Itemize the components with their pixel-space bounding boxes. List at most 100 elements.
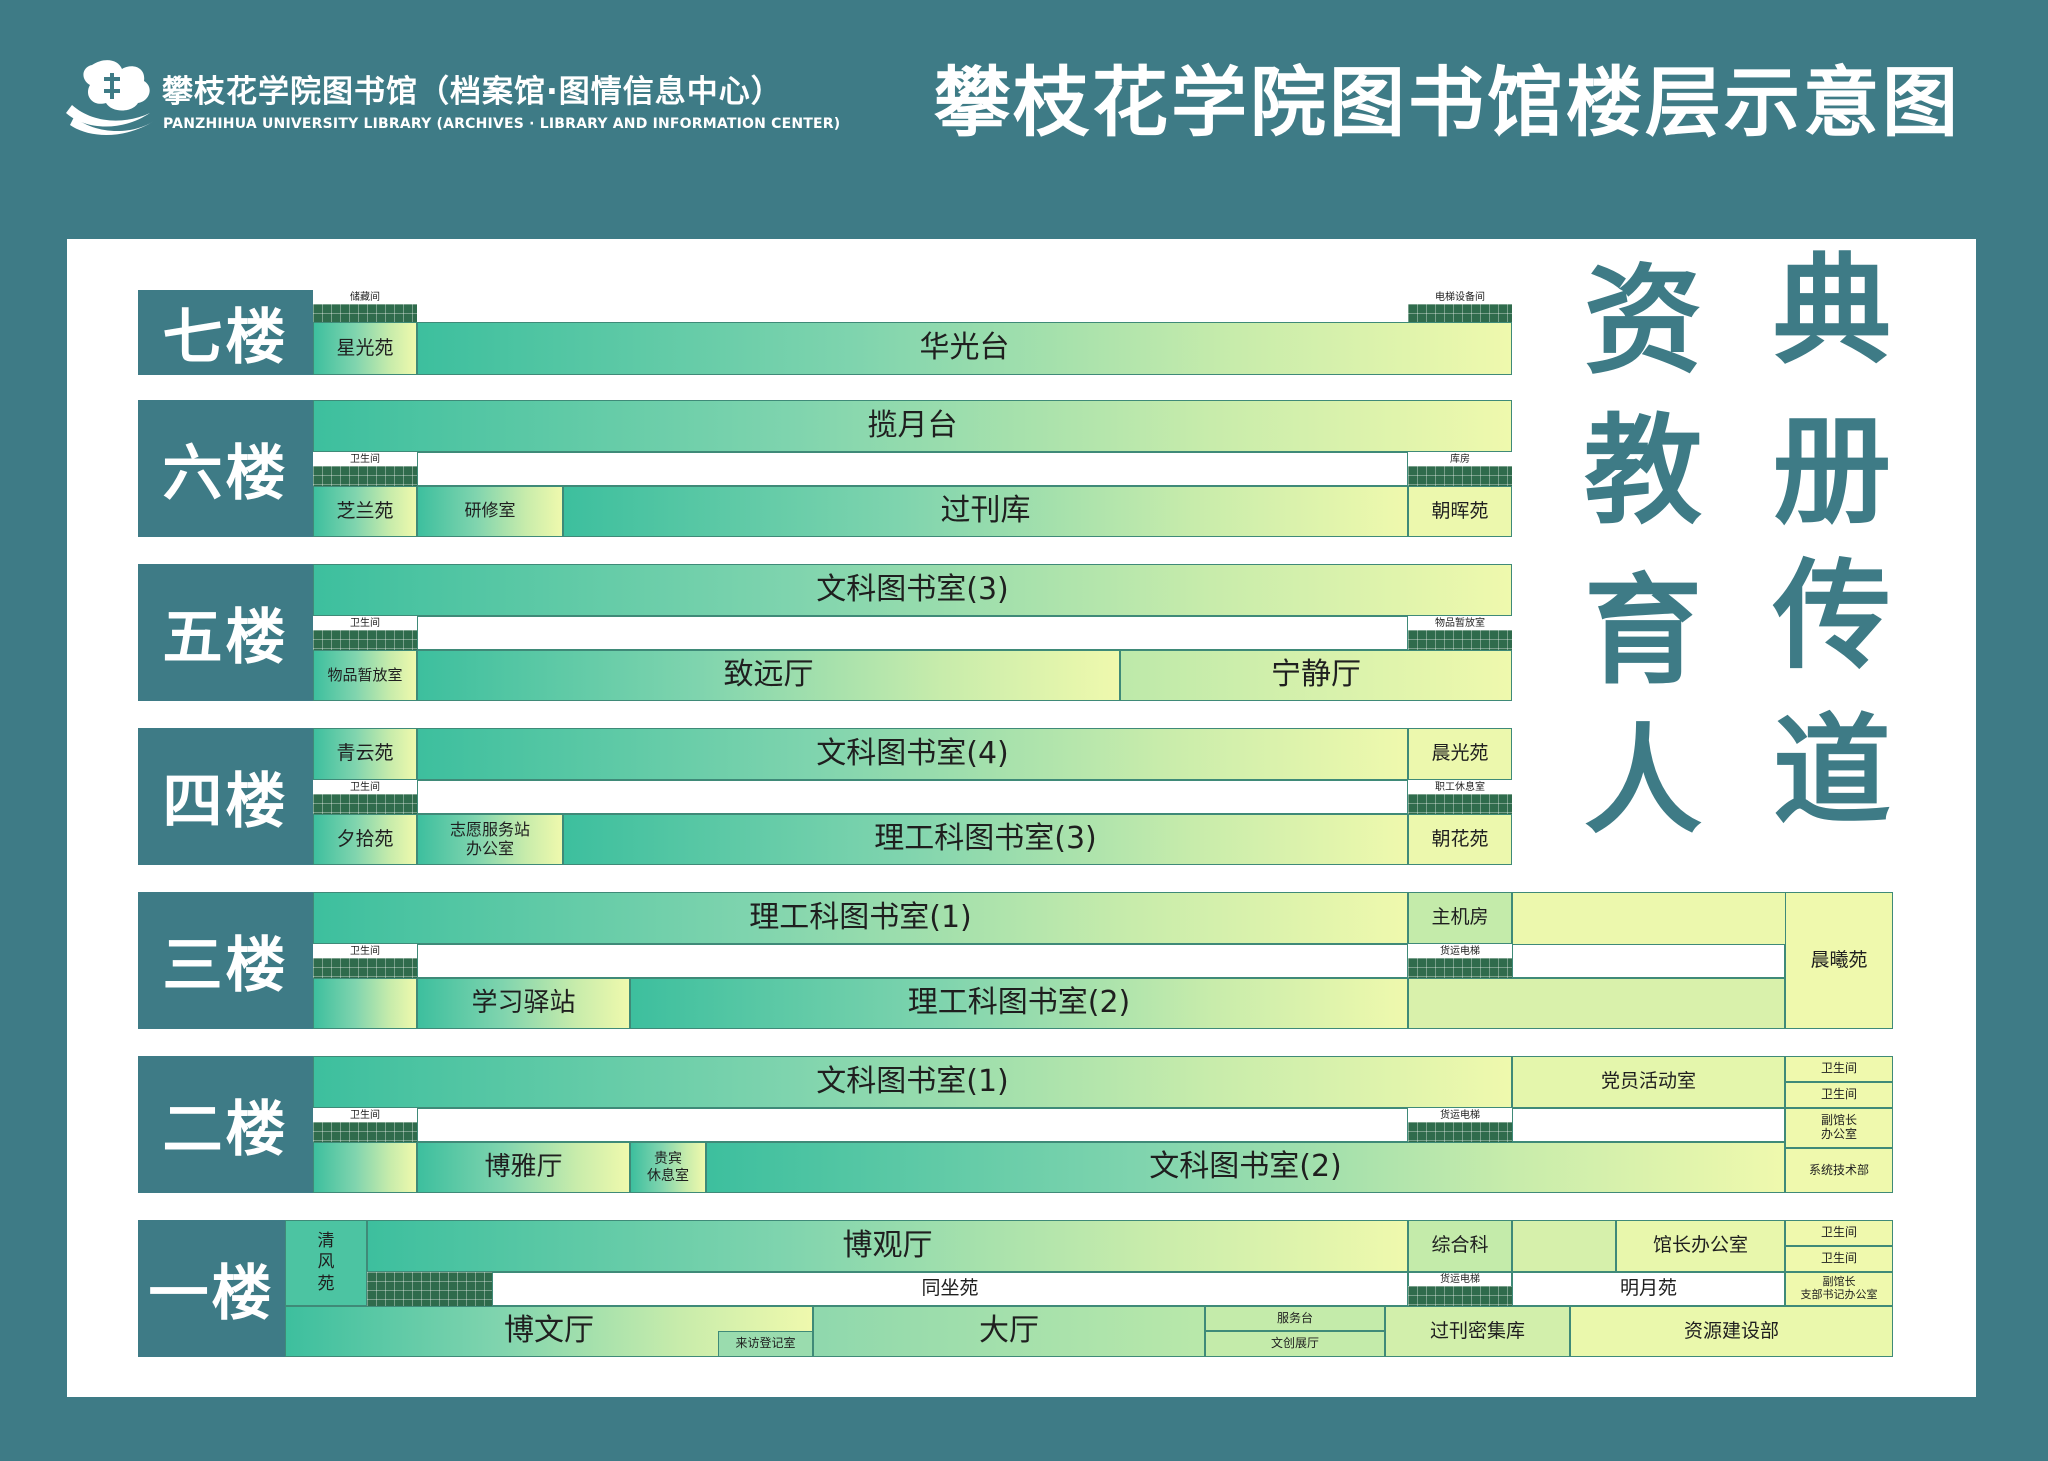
motto-char: 道 (1772, 701, 1891, 840)
corridor (417, 944, 1408, 978)
room-tech[interactable]: 系统技术部 (1785, 1148, 1893, 1193)
freight-elevator-block (1408, 1286, 1512, 1306)
corridor (417, 616, 1408, 650)
motto-char: 教 (1583, 401, 1702, 540)
room-xuexi[interactable]: 学习驿站 (417, 978, 630, 1029)
floor-label-3: 三楼 (138, 892, 313, 1029)
floor-label-7: 七楼 (138, 290, 313, 375)
corridor-east (1512, 1108, 1785, 1142)
room-vip[interactable]: 贵宾 休息室 (630, 1142, 706, 1193)
toilet-block (313, 1122, 417, 1142)
item-store-block (1408, 630, 1512, 650)
room-chenxi[interactable]: 晨曦苑 (1785, 892, 1893, 1029)
room-ligong-3[interactable]: 理工科图书室(3) (563, 814, 1408, 865)
room-zhiyuan[interactable]: 致远厅 (417, 650, 1120, 701)
elevator-equipment-block (1408, 304, 1512, 322)
item-store-caption: 物品暂放室 (1435, 618, 1485, 629)
corridor (417, 452, 1408, 486)
room-periodical[interactable]: 过刊密集库 (1385, 1306, 1570, 1357)
toilet-label: 卫生间 (350, 454, 380, 465)
floor-2-west (313, 1142, 417, 1193)
floor-label-1: 一楼 (138, 1220, 285, 1357)
motto-char: 传 (1772, 546, 1891, 685)
floor-label-6: 六楼 (138, 400, 313, 537)
room-general[interactable]: 综合科 (1408, 1220, 1512, 1272)
room-resource[interactable]: 资源建设部 (1570, 1306, 1893, 1357)
toilet-label: 卫生间 (350, 946, 380, 957)
toilet-2[interactable]: 卫生间 (1785, 1246, 1893, 1272)
room-guokan[interactable]: 过刊库 (563, 486, 1408, 537)
motto-char: 典 (1772, 241, 1891, 380)
room-visitor[interactable]: 来访登记室 (718, 1331, 813, 1357)
freight-elevator-label: 货运电梯 (1440, 1110, 1480, 1121)
room-yanxiu[interactable]: 研修室 (417, 486, 563, 537)
room-lanyue[interactable]: 揽月台 (313, 400, 1512, 452)
room-boya[interactable]: 博雅厅 (417, 1142, 630, 1193)
room-ligong-1[interactable]: 理工科图书室(1) (313, 892, 1408, 944)
toilet-label: 卫生间 (350, 782, 380, 793)
corridor-east (1512, 944, 1785, 978)
corridor (417, 780, 1408, 814)
toilet-2[interactable]: 卫生间 (1785, 1082, 1893, 1108)
library-name-cn: 攀枝花学院图书馆（档案馆·图情信息中心） (162, 74, 783, 110)
room-hall[interactable]: 大厅 (813, 1306, 1205, 1357)
toilet-label: 卫生间 (350, 1110, 380, 1121)
room-mingyue[interactable]: 明月苑 (1512, 1272, 1785, 1306)
room-party[interactable]: 党员活动室 (1512, 1056, 1785, 1108)
staff-rest-label: 职工休息室 (1435, 782, 1485, 793)
library-name-en: PANZHIHUA UNIVERSITY LIBRARY (ARCHIVES ·… (163, 116, 841, 132)
storage-room-label: 储藏间 (350, 292, 380, 303)
store-block (1408, 466, 1512, 486)
freight-elevator-label: 货运电梯 (1440, 1274, 1480, 1285)
freight-elevator-block (1408, 958, 1512, 978)
toilet-block (313, 466, 417, 486)
room-qingyun[interactable]: 青云苑 (313, 728, 417, 780)
room-zhaohua[interactable]: 朝花苑 (1408, 814, 1512, 865)
toilet-1[interactable]: 卫生间 (1785, 1056, 1893, 1082)
floor-3-east (1512, 892, 1785, 944)
room-ligong-2[interactable]: 理工科图书室(2) (630, 978, 1408, 1029)
toilet-block (313, 958, 417, 978)
room-xingguang[interactable]: 星光苑 (313, 322, 417, 375)
staff-rest-block (1408, 794, 1512, 814)
room-zhaohui[interactable]: 朝晖苑 (1408, 486, 1512, 537)
floor-3-southeast (1408, 978, 1785, 1029)
elevator-equipment-label: 电梯设备间 (1435, 292, 1485, 303)
room-director[interactable]: 馆长办公室 (1616, 1220, 1785, 1272)
store-label: 库房 (1450, 454, 1470, 465)
room-item-store[interactable]: 物品暂放室 (313, 650, 417, 701)
room-qingfeng[interactable]: 清 风 苑 (285, 1220, 367, 1306)
room-wenke-2[interactable]: 文科图书室(2) (706, 1142, 1785, 1193)
floor-label-4: 四楼 (138, 728, 313, 865)
room-server[interactable]: 主机房 (1408, 892, 1512, 944)
room-wenke-3[interactable]: 文科图书室(3) (313, 564, 1512, 616)
floor-3-west (313, 978, 417, 1029)
corridor (417, 1108, 1408, 1142)
room-vice-director[interactable]: 副馆长 办公室 (1785, 1108, 1893, 1148)
library-logo-icon (66, 60, 154, 135)
room-volunteer[interactable]: 志愿服务站 办公室 (417, 814, 563, 865)
page-title: 攀枝花学院图书馆楼层示意图 (934, 58, 1961, 147)
toilet-1[interactable]: 卫生间 (1785, 1220, 1893, 1246)
floor-label-2: 二楼 (138, 1056, 313, 1193)
room-tongzuo[interactable]: 同坐苑 (492, 1272, 1408, 1306)
storage-room-block (313, 304, 417, 322)
room-zhilan[interactable]: 芝兰苑 (313, 486, 417, 537)
floor-label-5: 五楼 (138, 564, 313, 701)
room-chenguang[interactable]: 晨光苑 (1408, 728, 1512, 780)
room-service[interactable]: 服务台 (1205, 1306, 1385, 1331)
room-boguan[interactable]: 博观厅 (367, 1220, 1408, 1272)
room-wenke-4[interactable]: 文科图书室(4) (417, 728, 1408, 780)
room-ningjing[interactable]: 宁静厅 (1120, 650, 1512, 701)
toilet-label: 卫生间 (350, 618, 380, 629)
motto-char: 资 (1583, 251, 1702, 390)
room-huaguang[interactable]: 华光台 (417, 322, 1512, 375)
room-culture[interactable]: 文创展厅 (1205, 1331, 1385, 1357)
toilet-block (313, 794, 417, 814)
room-xishi[interactable]: 夕拾苑 (313, 814, 417, 865)
room-wenke-1[interactable]: 文科图书室(1) (313, 1056, 1512, 1108)
floor-1-mid-east (1512, 1220, 1616, 1272)
toilet-block (313, 630, 417, 650)
freight-elevator-block (1408, 1122, 1512, 1142)
room-vice-director[interactable]: 副馆长 支部书记办公室 (1785, 1272, 1893, 1306)
